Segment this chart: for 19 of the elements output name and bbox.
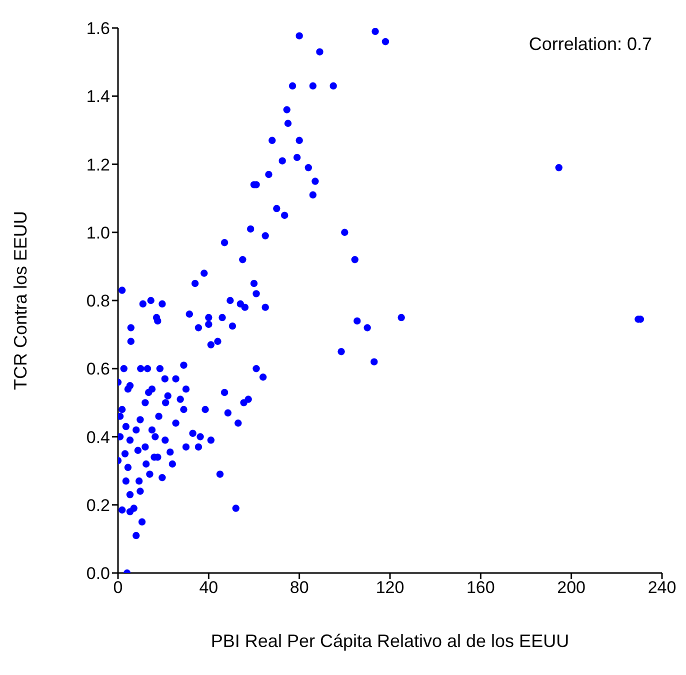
- x-tick-label: 120: [376, 578, 404, 598]
- y-tick-label: 1.4: [86, 87, 110, 106]
- annotation: Correlation: 0.7: [528, 34, 652, 55]
- y-tick-label: 0.6: [86, 360, 110, 379]
- x-tick-label: 80: [290, 578, 309, 598]
- y-tick-label: 1.6: [86, 19, 110, 38]
- y-tick-label: 0.2: [86, 496, 110, 515]
- y-tick-label: 1.0: [86, 223, 110, 242]
- y-tick-label: 0.4: [86, 428, 110, 447]
- x-tick-label: 0: [113, 578, 123, 598]
- x-axis-title: PBI Real Per Cápita Relativo al de los EEUU: [210, 631, 570, 651]
- x-tick-label: 240: [648, 578, 676, 598]
- y-tick-label: 0.8: [86, 292, 110, 311]
- y-axis-title: TCR Contra los EEUU: [10, 210, 30, 390]
- x-tick-label: 200: [557, 578, 586, 598]
- x-tick-label: 160: [466, 578, 495, 598]
- y-tick-label: 1.2: [86, 155, 110, 174]
- y-tick-label: 0.0: [86, 564, 110, 584]
- x-tick-label: 40: [199, 578, 218, 598]
